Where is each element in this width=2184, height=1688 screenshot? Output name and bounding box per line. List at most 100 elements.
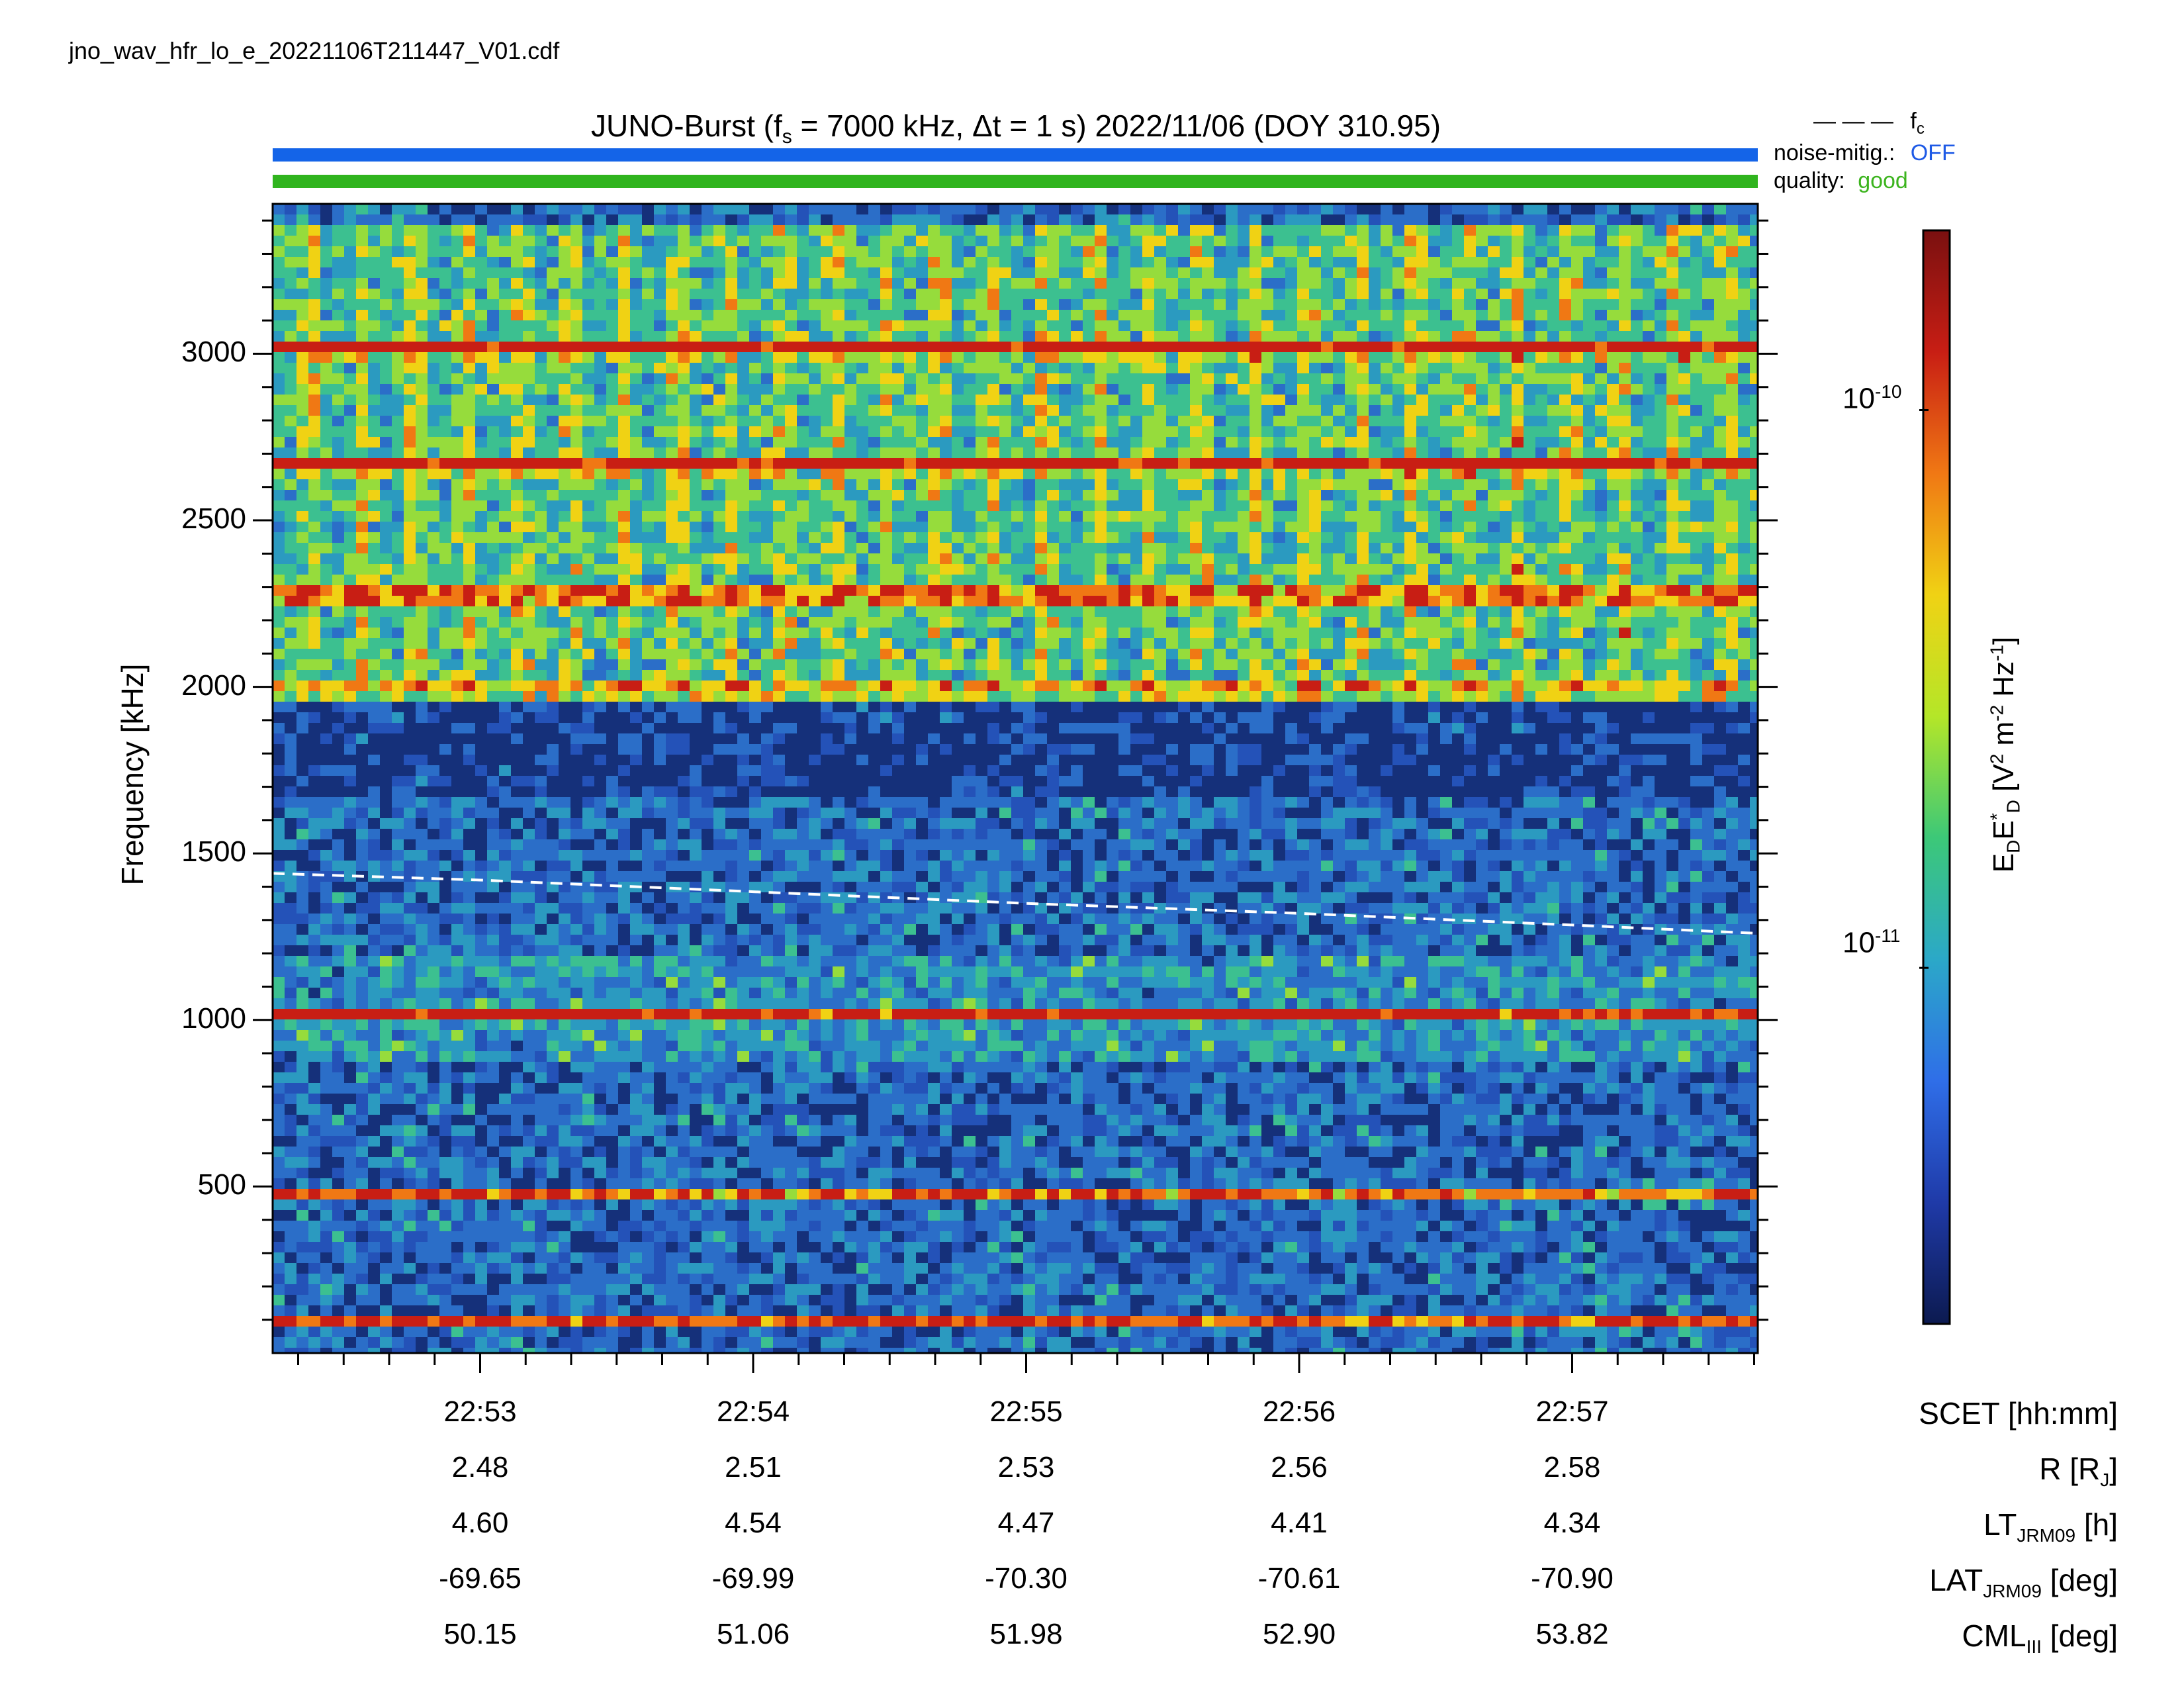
spectrogram-cell [773,1263,785,1274]
spectrogram-cell [606,850,618,861]
spectrogram-cell [582,808,594,818]
spectrogram-cell [606,1030,618,1041]
spectrogram-cell [428,310,439,320]
spectrogram-cell [856,1147,868,1157]
spectrogram-cell [368,1221,380,1231]
spectrogram-cell [428,1316,439,1327]
spectrogram-cell [618,1189,630,1199]
spectrogram-cell [725,299,737,310]
spectrogram-cell [475,966,487,977]
spectrogram-cell [296,1051,308,1062]
spectrogram-cell [428,1274,439,1284]
spectrogram-cell [439,310,451,320]
spectrogram-cell [332,437,344,447]
spectrogram-cell [654,278,666,289]
spectrogram-cell [821,649,833,659]
spectrogram-cell [737,638,749,649]
spectrogram-cell [880,246,892,257]
spectrogram-cell [761,352,773,363]
spectrogram-cell [428,447,439,458]
spectrogram-cell [296,649,308,659]
spectrogram-cell [594,839,606,850]
spectrogram-cell [428,278,439,289]
spectrogram-cell [463,532,475,543]
spectrogram-cell [296,659,308,670]
spectrogram-cell [273,723,285,733]
spectrogram-cell [642,352,654,363]
spectrogram-cell [547,1348,559,1353]
spectrogram-cell [713,1316,725,1327]
spectrogram-cell [785,532,797,543]
spectrogram-cell [285,1072,296,1083]
spectrogram-cell [630,1104,642,1115]
spectrogram-cell [273,1263,285,1274]
spectrogram-cell [666,1104,678,1115]
spectrogram-cell [785,469,797,479]
spectrogram-cell [416,214,428,225]
spectrogram-cell [713,511,725,522]
spectrogram-cell [273,299,285,310]
spectrogram-cell [833,882,844,892]
spectrogram-cell [487,1168,499,1178]
spectrogram-cell [702,850,713,861]
spectrogram-cell [392,988,404,998]
spectrogram-cell [797,1125,809,1136]
spectrogram-cell [892,712,904,723]
spectrogram-cell [332,1051,344,1062]
spectrogram-cell [487,935,499,945]
spectrogram-cell [511,628,523,638]
spectrogram-cell [785,331,797,342]
spectrogram-cell [713,543,725,553]
spectrogram-cell [451,1210,463,1221]
spectrogram-cell [320,617,332,628]
spectrogram-cell [690,776,702,786]
spectrogram-cell [523,511,535,522]
spectrogram-cell [547,331,559,342]
spectrogram-cell [404,1009,416,1019]
spectrogram-cell [833,1030,844,1041]
spectrogram-cell [880,1009,892,1019]
spectrogram-cell [868,1157,880,1168]
spectrogram-cell [702,1125,713,1136]
spectrogram-cell [809,236,821,246]
spectrogram-cell [296,1274,308,1284]
spectrogram-cell [547,1284,559,1295]
spectrogram-cell [404,1178,416,1189]
spectrogram-cell [296,808,308,818]
spectrogram-cell [356,1178,368,1189]
spectrogram-cell [809,405,821,416]
spectrogram-cell [296,1168,308,1178]
spectrogram-cell [463,1178,475,1189]
spectrogram-cell [773,575,785,585]
spectrogram-cell [642,691,654,702]
spectrogram-cell [702,1178,713,1189]
spectrogram-cell [380,395,392,405]
spectrogram-cell [833,606,844,617]
spectrogram-cell [308,511,320,522]
spectrogram-cell [356,1316,368,1327]
spectrogram-cell [773,257,785,267]
spectrogram-cell [320,966,332,977]
spectrogram-cell [844,299,856,310]
spectrogram-cell [844,553,856,564]
spectrogram-cell [856,606,868,617]
spectrogram-cell [594,850,606,861]
spectrogram-cell [404,522,416,532]
spectrogram-cell [868,331,880,342]
spectrogram-cell [475,628,487,638]
spectrogram-cell [463,437,475,447]
spectrogram-cell [856,1199,868,1210]
spectrogram-cell [833,712,844,723]
spectrogram-cell [809,214,821,225]
spectrogram-cell [844,945,856,956]
spectrogram-cell [332,479,344,490]
spectrogram-cell [511,532,523,543]
spectrogram-cell [428,776,439,786]
spectrogram-cell [404,1041,416,1051]
spectrogram-cell [833,1337,844,1348]
spectrogram-cell [511,564,523,575]
spectrogram-cell [487,818,499,829]
spectrogram-cell [475,1189,487,1199]
spectrogram-cell [273,702,285,712]
spectrogram-cell [582,416,594,426]
